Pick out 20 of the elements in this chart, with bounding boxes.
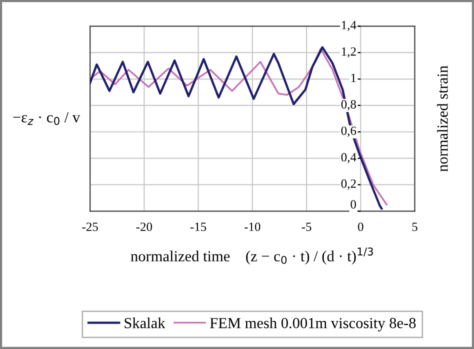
y-tick-label: 0,2 <box>341 179 356 190</box>
legend-label: FEM mesh 0.001m viscosity 8e-8 <box>210 317 416 332</box>
y-tick-label: 0,6 <box>341 126 356 137</box>
x-tick-label: -25 <box>82 222 98 232</box>
x-axis-title: normalized time (z − c$_{0}$ · t) / (d · t)$^{1/3}$ <box>130 247 373 265</box>
x-tick-label: -10 <box>244 222 260 232</box>
y-tick-label: 0 <box>350 200 356 209</box>
x-tick-label: 0 <box>358 222 364 232</box>
y-tick-label: 1,2 <box>342 47 356 58</box>
y-axis-title: −ε$_{z}$ · c$_{0}$ / v <box>13 112 80 125</box>
x-tick-label: -20 <box>136 222 152 232</box>
legend-label: Skalak <box>124 317 166 328</box>
y-tick-label: 0,4 <box>341 152 356 164</box>
y2-axis-title: normalized strain <box>437 66 448 172</box>
x-tick-label: -15 <box>190 222 206 232</box>
x-tick-label: 5 <box>412 222 418 232</box>
x-tick-label: -5 <box>302 222 312 232</box>
y-tick-label: 0,8 <box>341 100 356 110</box>
y-tick-label: 1 <box>351 74 356 82</box>
y-tick-label: 1,4 <box>342 20 356 32</box>
